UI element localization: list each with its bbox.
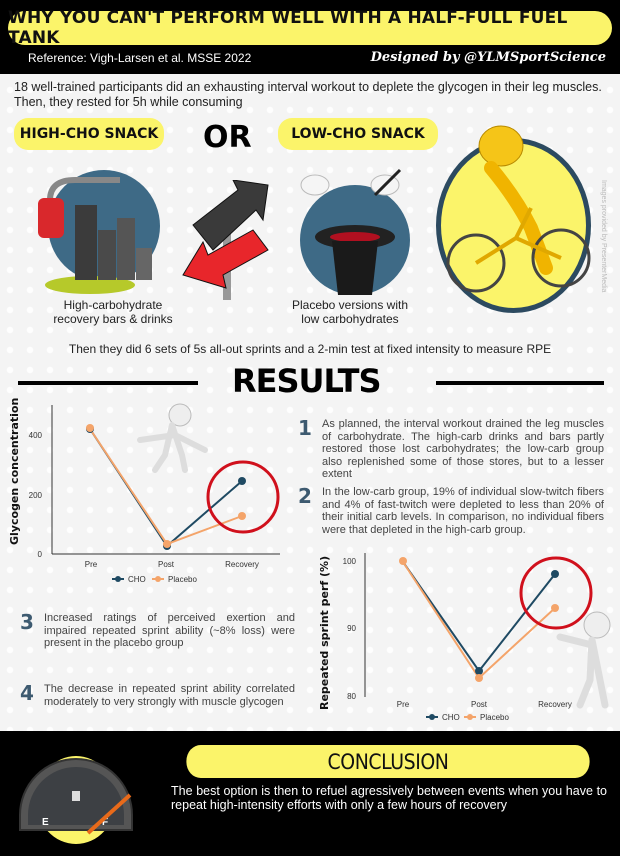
point-text: The decrease in repeated sprint ability … <box>44 683 295 708</box>
or-label: OR <box>203 120 252 155</box>
svg-text:200: 200 <box>29 491 43 500</box>
svg-text:400: 400 <box>29 431 43 440</box>
low-cho-caption-line1: Placebo versions with <box>291 298 409 312</box>
high-cho-caption-line2: recovery bars & drinks <box>53 312 173 326</box>
svg-text:Repeated sprint perf (%): Repeated sprint perf (%) <box>318 556 331 710</box>
sprint-performance-chart: Repeated sprint perf (%) 100 90 80 Pre P… <box>310 545 620 730</box>
svg-text:Pre: Pre <box>85 560 98 569</box>
svg-text:Post: Post <box>158 560 175 569</box>
svg-text:CHO: CHO <box>128 575 146 584</box>
svg-text:Post: Post <box>471 700 488 709</box>
fuel-pump-bars-illustration <box>30 170 170 310</box>
title-banner: Why you can't perform well with a half-f… <box>8 8 612 48</box>
result-point-4: 4 The decrease in repeated sprint abilit… <box>20 683 295 708</box>
cyclist-illustration <box>436 118 596 313</box>
high-cho-label: High-CHO snack <box>14 118 164 150</box>
results-heading: RESULTS <box>232 362 381 400</box>
low-cho-caption: Placebo versions with low carbohydrates <box>280 298 420 326</box>
low-cho-label: Low-CHO snack <box>278 118 438 150</box>
designed-by: Designed by @YLMSportScience <box>370 50 606 65</box>
point-text: As planned, the interval workout drained… <box>322 418 604 480</box>
pointing-figure-illustration <box>556 611 611 709</box>
svg-text:0: 0 <box>38 550 43 559</box>
result-point-3: 3 Increased ratings of perceived exertio… <box>20 612 295 650</box>
result-point-2: 2 In the low-carb group, 19% of individu… <box>298 486 604 536</box>
reference: Reference: Vigh-Larsen et al. MSSE 2022 <box>28 51 252 65</box>
conclusion-text: The best option is then to refuel agress… <box>171 784 607 812</box>
direction-sign-illustration <box>178 179 278 300</box>
low-cho-caption-line2: low carbohydrates <box>301 312 399 326</box>
svg-text:100: 100 <box>343 557 357 566</box>
point-number: 3 <box>20 610 34 634</box>
svg-text:Pre: Pre <box>397 700 410 709</box>
svg-text:80: 80 <box>347 692 356 701</box>
svg-text:Placebo: Placebo <box>480 713 509 722</box>
point-number: 4 <box>20 681 34 705</box>
point-number: 1 <box>298 416 312 440</box>
image-credit: Images provided by PresenterMedia <box>600 180 607 293</box>
page-title: Why you can't perform well with a half-f… <box>8 8 568 48</box>
high-cho-caption: High-carbohydrate recovery bars & drinks <box>38 298 188 326</box>
svg-text:F: F <box>102 817 108 828</box>
stick-figure-illustration <box>137 403 208 473</box>
point-text: Increased ratings of perceived exertion … <box>44 612 295 649</box>
high-cho-caption-line1: High-carbohydrate <box>63 298 163 312</box>
svg-text:Glycogen concentration: Glycogen concentration <box>8 398 21 545</box>
point-number: 2 <box>298 484 312 508</box>
svg-text:Recovery: Recovery <box>225 560 259 569</box>
results-divider-right <box>436 381 604 385</box>
conclusion-section: E F CONCLUSION The best option is then t… <box>0 731 620 856</box>
header: Why you can't perform well with a half-f… <box>0 0 620 74</box>
svg-text:E: E <box>42 817 49 828</box>
glycogen-chart: Glycogen concentration 400 200 0 Pre Pos… <box>0 395 290 590</box>
svg-text:Placebo: Placebo <box>168 575 197 584</box>
magic-hat-illustration <box>290 165 420 305</box>
fuel-gauge-icon: E F <box>16 745 136 845</box>
result-point-1: 1 As planned, the interval workout drain… <box>298 418 604 481</box>
intro-text: 18 well-trained participants did an exha… <box>14 80 602 109</box>
protocol-text: Then they did 6 sets of 5s all-out sprin… <box>68 342 552 356</box>
point-text: In the low-carb group, 19% of individual… <box>322 486 604 536</box>
svg-text:90: 90 <box>347 624 356 633</box>
svg-text:Recovery: Recovery <box>538 700 572 709</box>
results-divider-left <box>18 381 198 385</box>
svg-text:CHO: CHO <box>442 713 460 722</box>
conclusion-heading: CONCLUSION <box>186 745 590 778</box>
